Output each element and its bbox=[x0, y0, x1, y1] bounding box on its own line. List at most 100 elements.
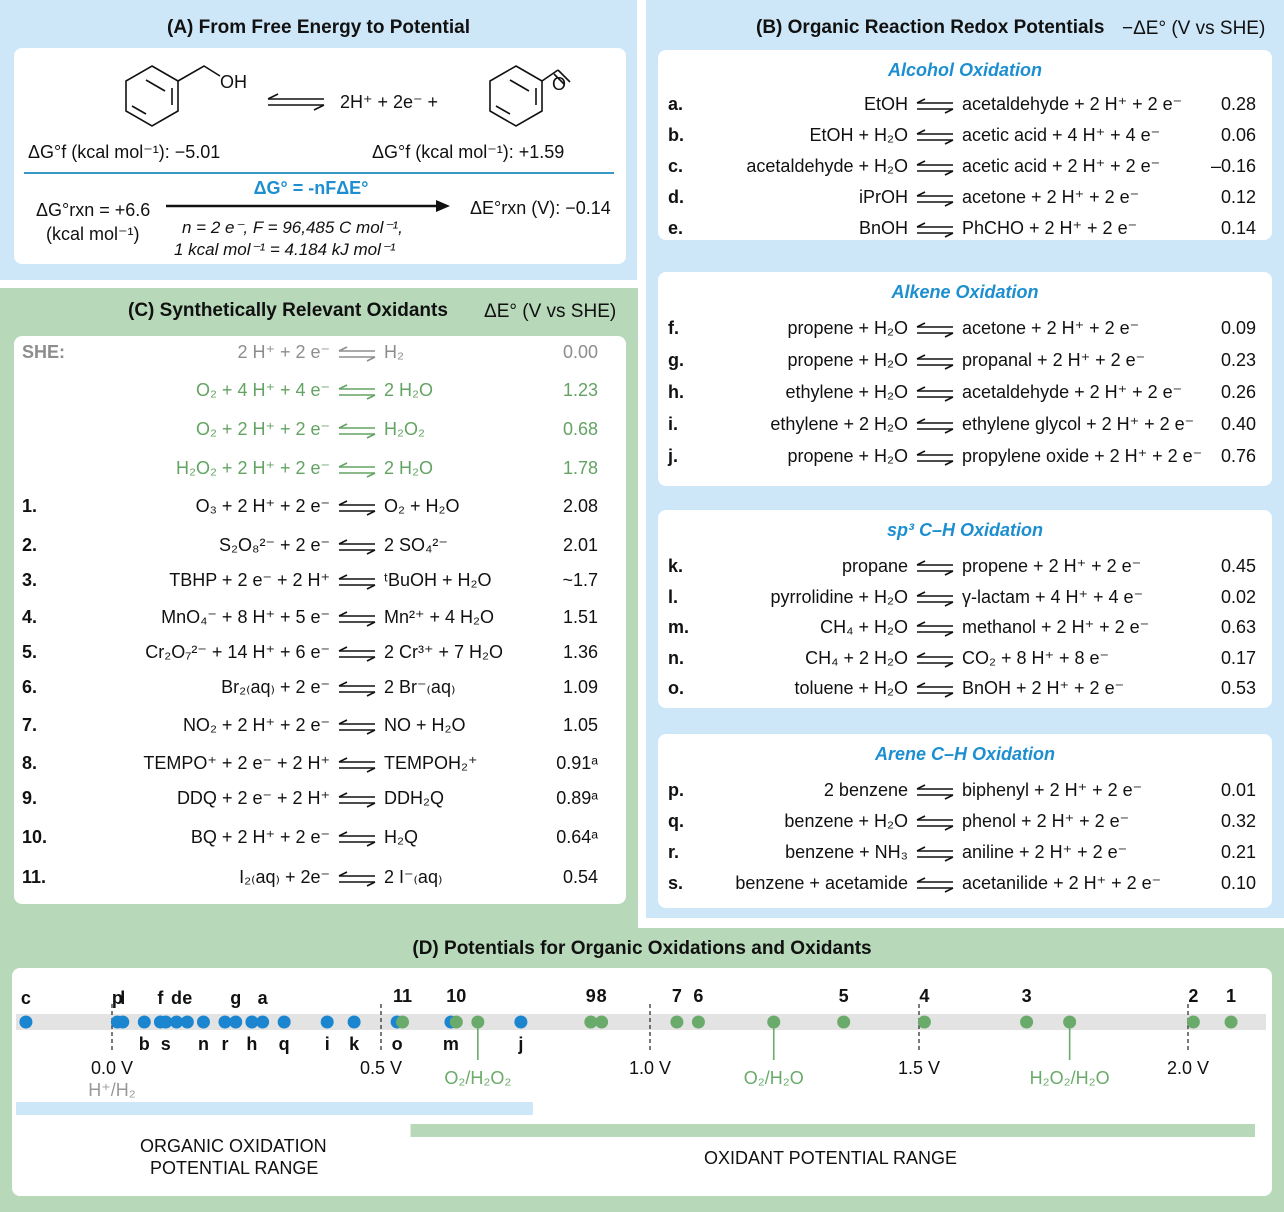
reaction-rhs: O₂ + H₂O bbox=[384, 496, 460, 516]
reaction-group-heading: Alcohol Oxidation bbox=[887, 60, 1042, 80]
tick-label: 1.5 V bbox=[898, 1058, 940, 1078]
reaction-lhs: ethylene + 2 H₂O bbox=[770, 414, 908, 434]
organic-point bbox=[180, 1015, 194, 1029]
equilibrium-arrow-icon bbox=[916, 560, 954, 576]
organic-point bbox=[218, 1015, 232, 1029]
reaction-lhs: NO₂ + 2 H⁺ + 2 e⁻ bbox=[182, 715, 330, 735]
organic-point bbox=[514, 1015, 528, 1029]
organic-point bbox=[159, 1015, 173, 1029]
reaction-value: 0.02 bbox=[1220, 586, 1256, 607]
reaction-value: –0.16 bbox=[1210, 156, 1256, 176]
reaction-id: 8. bbox=[22, 753, 38, 773]
equilibrium-arrow-icon bbox=[916, 450, 954, 466]
equilibrium-arrow-icon bbox=[338, 423, 376, 439]
equilibrium-arrow-icon bbox=[338, 681, 376, 697]
reaction-row: 9. DDQ + 2 e⁻ + 2 H⁺ DDH₂Q 0.89ᵃ bbox=[22, 788, 602, 814]
dg-product: ΔG°f (kcal mol⁻¹): +1.59 bbox=[372, 142, 565, 162]
reaction-lhs: I₂₍aq₎ + 2e⁻ bbox=[239, 867, 330, 887]
conditions-2: 1 kcal mol⁻¹ = 4.184 kJ mol⁻¹ bbox=[174, 240, 396, 259]
reaction-row: b. EtOH + H₂O acetic acid + 4 H⁺ + 4 e⁻ 0.0… bbox=[668, 125, 1258, 151]
reaction-value: 0.89ᵃ bbox=[556, 788, 598, 808]
oxidant-point-label: 3 bbox=[1022, 986, 1032, 1006]
organic-point-label: f bbox=[157, 988, 164, 1008]
panel-a-inner: OH 2H⁺ + 2e⁻ + O ΔG°f (kcal mol⁻¹): −5.0… bbox=[14, 48, 626, 264]
reaction-value: 0.28 bbox=[1220, 94, 1256, 114]
reaction-lhs: toluene + H₂O bbox=[794, 678, 908, 698]
reaction-lhs: iPrOH bbox=[859, 187, 908, 207]
organic-point-label: k bbox=[349, 1034, 360, 1054]
reaction-rhs: H₂ bbox=[384, 342, 404, 362]
reaction-id: f. bbox=[668, 318, 679, 338]
reaction-lhs: 2 benzene bbox=[823, 780, 908, 800]
equilibrium-arrow-icon bbox=[916, 222, 954, 238]
reaction-value: 0.14 bbox=[1220, 218, 1256, 238]
equilibrium-arrow-icon bbox=[916, 877, 954, 893]
reaction-id: n. bbox=[668, 647, 684, 668]
organic-point-label: n bbox=[198, 1034, 209, 1054]
reaction-id: 2. bbox=[22, 535, 38, 555]
organic-point bbox=[170, 1015, 184, 1029]
reaction-group-heading: Alkene Oxidation bbox=[891, 282, 1039, 302]
reaction-lhs: MnO₄⁻ + 8 H⁺ + 5 e⁻ bbox=[161, 607, 330, 627]
reaction-id: r. bbox=[668, 842, 680, 862]
panel-b: (B) Organic Reaction Redox Potentials −Δ… bbox=[646, 0, 1284, 918]
reaction-row: q. benzene + H₂O phenol + 2 H⁺ + 2 e⁻ 0.32 bbox=[668, 811, 1258, 837]
reaction-value: 0.06 bbox=[1220, 125, 1256, 145]
tick-label: 0.0 V bbox=[91, 1058, 133, 1078]
organic-range-bar bbox=[16, 1102, 533, 1115]
equilibrium-arrow-icon bbox=[338, 792, 376, 808]
equilibrium-arrow-icon bbox=[916, 651, 954, 668]
oxidant-point bbox=[396, 1015, 410, 1029]
equilibrium-arrow-icon bbox=[916, 846, 954, 862]
oxidant-point-label: 2 bbox=[1188, 986, 1198, 1006]
organic-point bbox=[19, 1015, 33, 1029]
product-o-label: O bbox=[552, 74, 567, 94]
reaction-lhs: EtOH + H₂O bbox=[809, 125, 908, 145]
reaction-rhs: BnOH + 2 H⁺ + 2 e⁻ bbox=[962, 678, 1125, 698]
equilibrium-arrow-icon bbox=[916, 621, 954, 637]
organic-point-label: i bbox=[325, 1034, 330, 1054]
reaction-id: h. bbox=[668, 382, 684, 402]
oxidant-point bbox=[837, 1015, 851, 1029]
reaction-lhs: benzene + NH₃ bbox=[785, 842, 908, 862]
oxidant-point-label: 10 bbox=[446, 986, 466, 1006]
benzaldehyde-structure bbox=[489, 65, 571, 127]
reaction-lhs: CH₄ + 2 H₂O bbox=[805, 647, 908, 668]
reaction-lhs: TEMPO⁺ + 2 e⁻ + 2 H⁺ bbox=[143, 753, 330, 773]
reaction-lhs: benzene + acetamide bbox=[735, 873, 908, 893]
panel-d: (D) Potentials for Organic Oxidations an… bbox=[0, 928, 1284, 1212]
reaction-lhs: Cr₂O₇²⁻ + 14 H⁺ + 6 e⁻ bbox=[145, 642, 330, 662]
equilibrium-arrow-icon bbox=[338, 831, 376, 847]
reaction-id: 6. bbox=[22, 677, 38, 697]
reaction-value: 0.45 bbox=[1220, 556, 1256, 576]
reaction-row: 8. TEMPO⁺ + 2 e⁻ + 2 H⁺ TEMPOH₂⁺ 0.91ᵃ bbox=[22, 753, 602, 779]
reaction-value: 1.51 bbox=[562, 607, 598, 627]
tick-label: 2.0 V bbox=[1167, 1058, 1209, 1078]
reaction-rhs: 2 H₂O bbox=[384, 380, 433, 400]
equilibrium-arrow-icon bbox=[916, 682, 954, 698]
equilibrium-arrow-icon bbox=[916, 354, 954, 370]
reaction-group-heading: Arene C–H Oxidation bbox=[874, 744, 1056, 764]
reaction-rhs: acetone + 2 H⁺ + 2 e⁻ bbox=[962, 318, 1140, 338]
reaction-id: 4. bbox=[22, 607, 38, 627]
reaction-row: 4. MnO₄⁻ + 8 H⁺ + 5 e⁻ Mn²⁺ + 4 H₂O 1.51 bbox=[22, 607, 602, 633]
reaction-lhs: O₃ + 2 H⁺ + 2 e⁻ bbox=[195, 496, 330, 516]
reaction-rhs: 2 Br⁻₍aq₎ bbox=[384, 677, 456, 697]
reaction-rhs: phenol + 2 H⁺ + 2 e⁻ bbox=[962, 811, 1130, 831]
panel-a: (A) From Free Energy to Potential OH 2H⁺… bbox=[0, 0, 637, 280]
reaction-row: m. CH₄ + H₂O methanol + 2 H⁺ + 2 e⁻ 0.63 bbox=[668, 617, 1258, 643]
reaction-row: O₂ + 4 H⁺ + 4 e⁻ 2 H₂O 1.23 bbox=[22, 380, 602, 406]
equilibrium-arrow-icon bbox=[916, 191, 954, 207]
reaction-value: 0.68 bbox=[562, 419, 598, 439]
equilibrium-arrow-icon bbox=[267, 93, 325, 111]
equilibrium-arrow-icon bbox=[916, 129, 954, 145]
equilibrium-arrow-icon bbox=[916, 590, 954, 607]
reaction-row: O₂ + 2 H⁺ + 2 e⁻ H₂O₂ 0.68 bbox=[22, 419, 602, 445]
organic-range-label-1: ORGANIC OXIDATION bbox=[140, 1136, 327, 1156]
panel-c: (C) Synthetically Relevant Oxidants ΔE° … bbox=[0, 288, 638, 928]
oxidant-point bbox=[917, 1015, 931, 1029]
organic-point bbox=[277, 1015, 291, 1029]
equilibrium-arrow-icon bbox=[916, 98, 954, 114]
equilibrium-arrow-icon bbox=[338, 871, 376, 887]
reaction-id: s. bbox=[668, 873, 684, 893]
